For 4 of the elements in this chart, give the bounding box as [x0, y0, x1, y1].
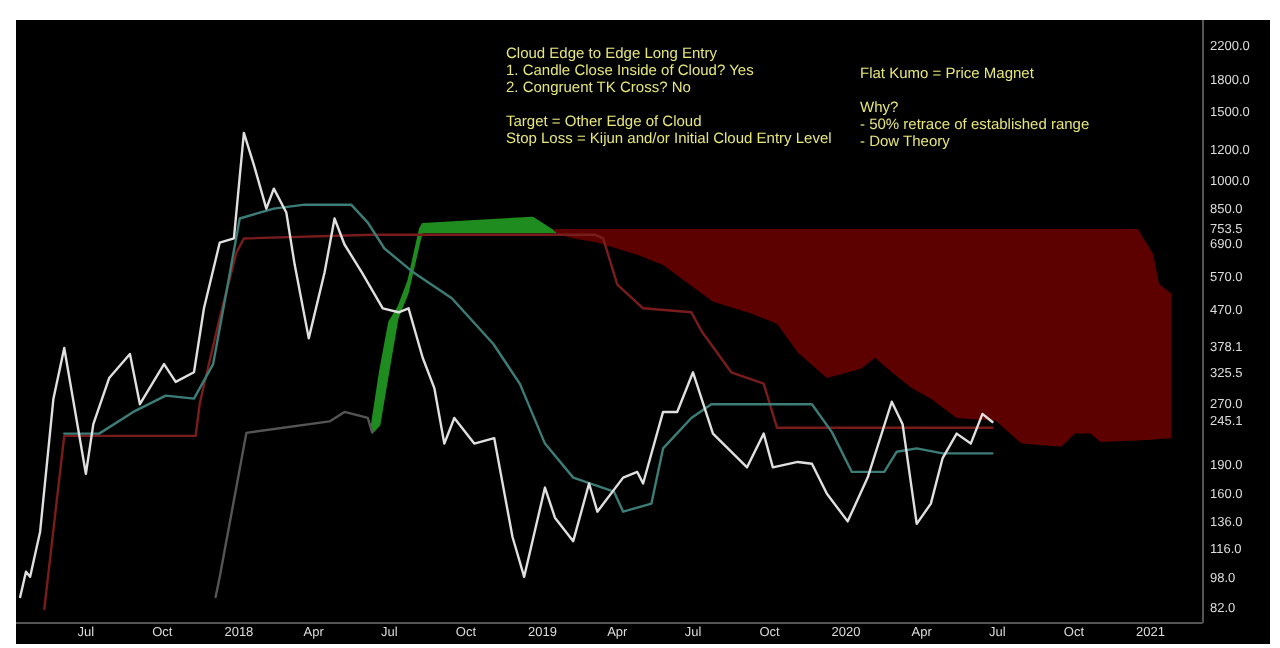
- line-series: [43, 233, 994, 611]
- line-series: [63, 203, 994, 513]
- line-series: [18, 131, 994, 599]
- line-series: [214, 410, 374, 599]
